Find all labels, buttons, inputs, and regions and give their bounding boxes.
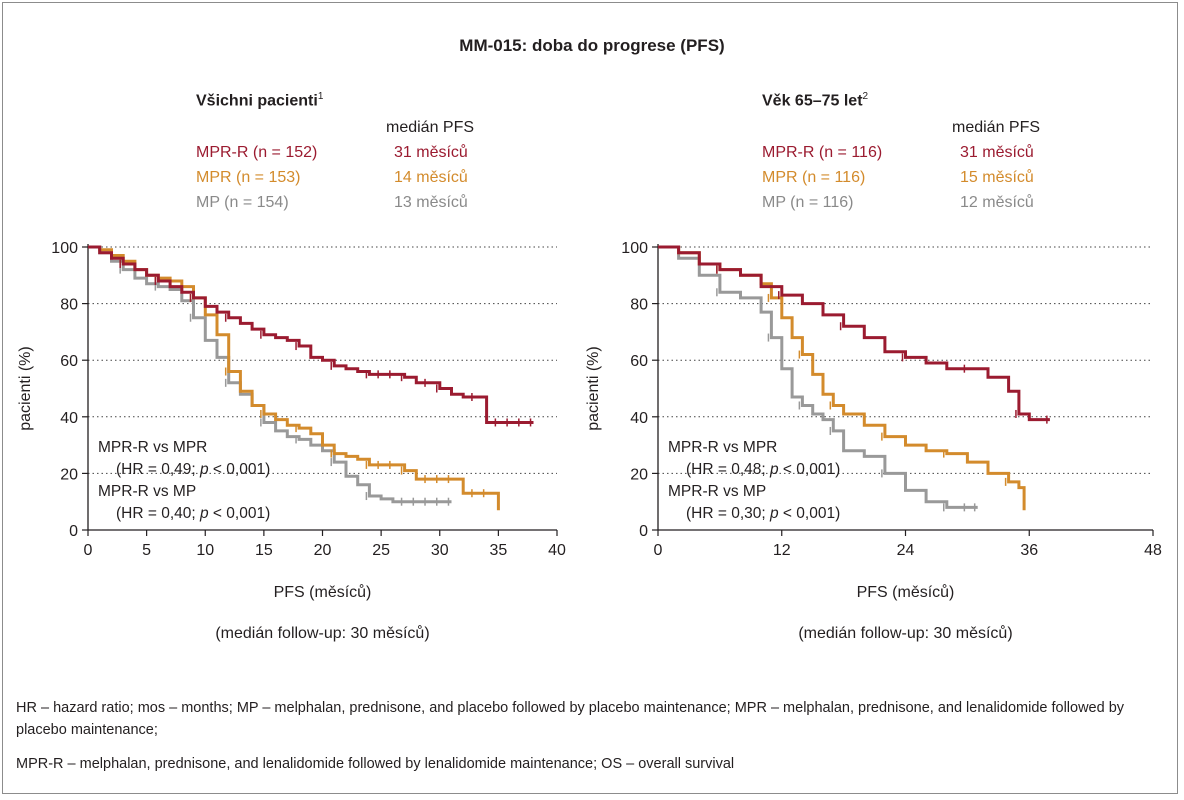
footnote-1: HR – hazard ratio; mos – months; MP – me… [16, 700, 1125, 738]
legend-header: medián PFS [952, 119, 1041, 136]
y-tick-label: 80 [60, 297, 78, 314]
hr-annotation: (HR = 0,30; p < 0,001) [686, 505, 840, 522]
legend-row-mpr: MPR (n = 153) 14 měsíců [196, 165, 474, 190]
legend-row-mpr-r: MPR-R (n = 116) 31 měsíců [762, 140, 1040, 165]
legend-row-mp: MP (n = 116) 12 měsíců [762, 190, 1040, 215]
x-tick-label: 35 [489, 542, 507, 559]
legend-header-row: medián PFS [762, 115, 1040, 140]
x-axis-label: PFS (měsíců) [857, 583, 955, 601]
hr-annotation: (HR = 0,48; p < 0,001) [686, 461, 840, 478]
y-axis-label: pacienti (%) [585, 346, 602, 430]
x-tick-label: 0 [654, 542, 663, 559]
km-curve-mpr-r [88, 245, 534, 424]
x-tick-label: 0 [84, 542, 93, 559]
follow-up-note: (medián follow-up: 30 měsíců) [215, 624, 429, 642]
follow-up-note: (medián follow-up: 30 měsíců) [798, 624, 1012, 642]
main-title: MM-015: doba do progrese (PFS) [459, 36, 725, 55]
y-tick-label: 40 [630, 410, 648, 427]
legend-median: 31 měsíců [960, 144, 1034, 161]
legend-row-mpr-r: MPR-R (n = 152) 31 měsíců [196, 140, 474, 165]
legend-median: 12 měsíců [960, 194, 1034, 211]
legend-label: MPR-R (n = 152) [196, 144, 318, 161]
x-tick-label: 15 [255, 542, 273, 559]
legend-right: medián PFS MPR-R (n = 116) 31 měsíců MPR … [762, 115, 1040, 215]
y-tick-label: 0 [69, 523, 78, 540]
legend-median: 13 měsíců [394, 194, 468, 211]
legend-left: medián PFS MPR-R (n = 152) 31 měsíců MPR … [196, 115, 474, 215]
panel-title-right: Věk 65–75 let2 [762, 91, 868, 110]
legend-header-row: medián PFS [196, 115, 474, 140]
x-tick-label: 5 [142, 542, 151, 559]
km-curve-mp [658, 245, 978, 509]
legend-row-mpr: MPR (n = 116) 15 měsíců [762, 165, 1040, 190]
hr-annotation: MPR-R vs MPR [98, 439, 207, 456]
y-tick-label: 60 [630, 353, 648, 370]
x-tick-label: 36 [1020, 542, 1038, 559]
y-tick-label: 40 [60, 410, 78, 427]
panel-title-left: Všichni pacienti1 [196, 91, 323, 110]
x-tick-label: 24 [897, 542, 915, 559]
legend-median: 14 měsíců [394, 169, 468, 186]
y-tick-label: 20 [60, 466, 78, 483]
hr-annotation: (HR = 0,49; p < 0,001) [116, 461, 270, 478]
panel-title-right-text: Věk 65–75 let [762, 92, 863, 110]
x-tick-label: 10 [196, 542, 214, 559]
panel-title-right-sup: 2 [862, 91, 869, 102]
y-tick-label: 60 [60, 353, 78, 370]
hr-annotation: MPR-R vs MPR [668, 439, 777, 456]
x-axis-label: PFS (měsíců) [274, 583, 372, 601]
x-tick-label: 30 [431, 542, 449, 559]
y-tick-label: 0 [639, 523, 648, 540]
legend-label: MPR (n = 153) [196, 169, 301, 186]
hr-annotation: MPR-R vs MP [668, 483, 766, 500]
panel-title-left-text: Všichni pacienti [196, 92, 318, 110]
x-tick-label: 40 [548, 542, 566, 559]
km-curve-mpr-r [658, 245, 1050, 422]
legend-row-mp: MP (n = 154) 13 měsíců [196, 190, 474, 215]
hr-annotation: (HR = 0,40; p < 0,001) [116, 505, 270, 522]
x-tick-label: 12 [773, 542, 791, 559]
x-tick-label: 20 [314, 542, 332, 559]
y-tick-label: 100 [51, 240, 78, 257]
y-tick-label: 20 [630, 466, 648, 483]
x-tick-label: 48 [1144, 542, 1162, 559]
y-tick-label: 100 [621, 240, 648, 257]
panel-title-left-sup: 1 [317, 91, 324, 102]
y-tick-label: 80 [630, 297, 648, 314]
legend-label: MP (n = 116) [762, 194, 854, 211]
legend-label: MPR (n = 116) [762, 169, 866, 186]
legend-label: MPR-R (n = 116) [762, 144, 883, 161]
y-axis-label: pacienti (%) [17, 346, 34, 430]
legend-median: 31 měsíců [394, 144, 468, 161]
legend-header: medián PFS [386, 119, 475, 136]
footnote-2: MPR-R – melphalan, prednisone, and lenal… [16, 756, 735, 772]
x-tick-label: 25 [372, 542, 390, 559]
legend-median: 15 měsíců [960, 169, 1034, 186]
legend-label: MP (n = 154) [196, 194, 289, 211]
hr-annotation: MPR-R vs MP [98, 483, 196, 500]
